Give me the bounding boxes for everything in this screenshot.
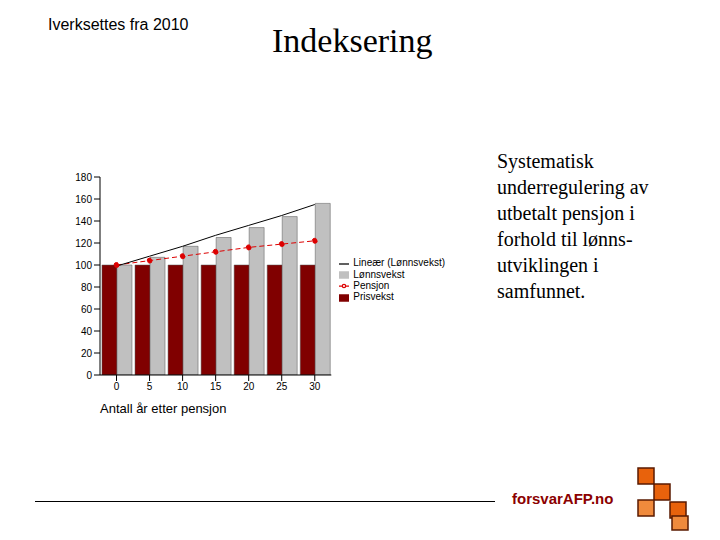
svg-text:160: 160 bbox=[75, 194, 92, 205]
svg-text:100: 100 bbox=[75, 260, 92, 271]
svg-text:25: 25 bbox=[276, 381, 288, 392]
svg-text:120: 120 bbox=[75, 238, 92, 249]
html-text:Lønnsvekst: Lønnsvekst bbox=[353, 268, 405, 280]
svg-text:15: 15 bbox=[210, 381, 222, 392]
svg-text:20: 20 bbox=[81, 348, 93, 359]
html-text:samfunnet.: samfunnet. bbox=[497, 280, 586, 302]
svg-text:180: 180 bbox=[75, 172, 92, 183]
svg-text:40: 40 bbox=[81, 326, 93, 337]
html-text:Indeksering: Indeksering bbox=[272, 22, 433, 59]
svg-text:10: 10 bbox=[177, 381, 189, 392]
svg-text:140: 140 bbox=[75, 216, 92, 227]
svg-text:60: 60 bbox=[81, 304, 93, 315]
html-text:Antall år etter pensjon: Antall år etter pensjon bbox=[100, 401, 227, 416]
html-text:Systematisk: Systematisk bbox=[497, 150, 594, 172]
svg-text:5: 5 bbox=[147, 381, 153, 392]
html-text:utbetalt pensjon i: utbetalt pensjon i bbox=[497, 202, 635, 224]
html-text:underregulering av: underregulering av bbox=[497, 176, 649, 198]
html-text:forhold til lønns-: forhold til lønns- bbox=[497, 228, 633, 250]
svg-text:0: 0 bbox=[114, 381, 120, 392]
html-text:Lineær (Lønnsvekst): Lineær (Lønnsvekst) bbox=[353, 257, 445, 269]
html-text:forsvarAFP.no: forsvarAFP.no bbox=[512, 490, 614, 507]
svg-text:30: 30 bbox=[309, 381, 321, 392]
svg-text:80: 80 bbox=[81, 282, 93, 293]
html-text:utviklingen i: utviklingen i bbox=[497, 254, 599, 276]
svg-text:0: 0 bbox=[86, 370, 92, 381]
html-text:Prisvekst: Prisvekst bbox=[353, 291, 394, 303]
html-text:Iverksettes fra 2010: Iverksettes fra 2010 bbox=[48, 16, 189, 33]
svg-text:20: 20 bbox=[243, 381, 255, 392]
html-text:Pensjon: Pensjon bbox=[353, 280, 390, 291]
